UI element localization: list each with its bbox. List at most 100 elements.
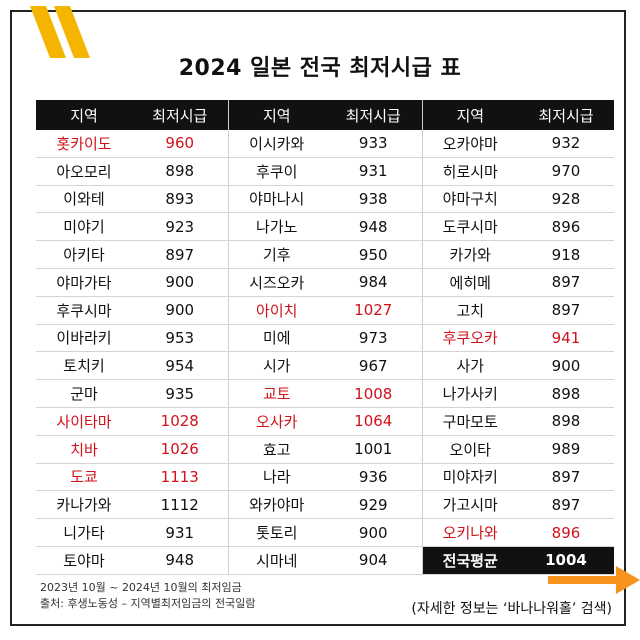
wage-cell: 897 — [518, 296, 614, 325]
region-cell: 히로시마 — [422, 157, 518, 186]
wage-cell: 938 — [325, 185, 423, 214]
wage-cell: 1112 — [132, 490, 229, 520]
wage-cell: 970 — [518, 157, 614, 186]
region-cell: 이시카와 — [228, 130, 325, 158]
table-row: 미야기 923 나가노 948 도쿠시마 896 — [36, 212, 614, 242]
region-cell: 에히메 — [422, 268, 518, 297]
table-body: 홋카이도 960 이시카와 933 오카야마 932 아오모리 898 후쿠이 931 히로시마 97… — [36, 130, 614, 575]
region-cell: 카가와 — [422, 240, 518, 269]
wage-cell: 898 — [132, 157, 229, 186]
region-cell: 시즈오카 — [228, 268, 325, 297]
region-cell: 사가 — [422, 351, 518, 381]
region-cell: 구마모토 — [422, 407, 518, 436]
region-cell: 후쿠이 — [228, 157, 325, 186]
national-average-label: 전국평균 — [422, 546, 518, 575]
region-cell: 이바라키 — [36, 324, 132, 353]
wage-cell: 1027 — [325, 296, 423, 325]
wage-cell: 1113 — [132, 463, 229, 492]
wage-cell: 931 — [325, 157, 423, 186]
region-cell: 와카야마 — [228, 490, 325, 520]
region-cell: 나가사키 — [422, 379, 518, 408]
wage-cell: 897 — [518, 490, 614, 520]
region-cell: 야마가타 — [36, 268, 132, 297]
wage-cell: 928 — [518, 185, 614, 214]
region-cell: 아이치 — [228, 296, 325, 325]
table-row: 아오모리 898 후쿠이 931 히로시마 970 — [36, 157, 614, 186]
region-cell: 치바 — [36, 435, 132, 464]
region-cell: 나라 — [228, 463, 325, 492]
region-cell: 니가타 — [36, 518, 132, 547]
wage-cell: 953 — [132, 324, 229, 353]
wage-cell: 950 — [325, 240, 423, 269]
wage-cell: 936 — [325, 463, 423, 492]
wage-cell: 900 — [325, 518, 423, 547]
wage-cell: 941 — [518, 324, 614, 353]
wage-cell: 900 — [518, 351, 614, 381]
region-cell: 이와테 — [36, 185, 132, 214]
column-header-wage: 최저시급 — [132, 100, 229, 130]
wage-cell: 967 — [325, 351, 423, 381]
region-cell: 후쿠오카 — [422, 324, 518, 353]
wage-cell: 898 — [518, 407, 614, 436]
region-cell: 미야기 — [36, 212, 132, 242]
table-row: 도쿄 1113 나라 936 미야자키 897 — [36, 463, 614, 492]
table-row: 니가타 931 톳토리 900 오키나와 896 — [36, 518, 614, 547]
wage-cell: 900 — [132, 296, 229, 325]
column-header-region: 지역 — [422, 100, 518, 130]
wage-cell: 935 — [132, 379, 229, 408]
region-cell: 아오모리 — [36, 157, 132, 186]
wage-cell: 960 — [132, 130, 229, 158]
region-cell: 미야자키 — [422, 463, 518, 492]
wage-cell: 954 — [132, 351, 229, 381]
wage-cell: 989 — [518, 435, 614, 464]
wage-cell: 923 — [132, 212, 229, 242]
region-cell: 기후 — [228, 240, 325, 269]
region-cell: 효고 — [228, 435, 325, 464]
table-row: 이바라키 953 미에 973 후쿠오카 941 — [36, 324, 614, 353]
wage-cell: 931 — [132, 518, 229, 547]
table-row: 사이타마 1028 오사카 1064 구마모토 898 — [36, 407, 614, 436]
region-cell: 고치 — [422, 296, 518, 325]
wage-cell: 1026 — [132, 435, 229, 464]
region-cell: 오이타 — [422, 435, 518, 464]
table-row: 홋카이도 960 이시카와 933 오카야마 932 — [36, 130, 614, 158]
wage-cell: 1028 — [132, 407, 229, 436]
region-cell: 후쿠시마 — [36, 296, 132, 325]
wage-cell: 1001 — [325, 435, 423, 464]
wage-cell: 948 — [325, 212, 423, 242]
search-hint: (자세한 정보는 ‘바나나워홀’ 검색) — [411, 601, 612, 617]
minimum-wage-table: 지역 최저시급 지역 최저시급 지역 최저시급 홋카이도 960 이시카와 933 오카… — [36, 100, 614, 575]
table-row: 토야마 948 시마네 904 전국평균 1004 — [36, 546, 614, 575]
wage-cell: 897 — [518, 268, 614, 297]
national-average-value: 1004 — [518, 546, 614, 575]
wage-cell: 929 — [325, 490, 423, 520]
region-cell: 오키나와 — [422, 518, 518, 547]
region-cell: 도쿄 — [36, 463, 132, 492]
region-cell: 군마 — [36, 379, 132, 408]
wage-cell: 896 — [518, 518, 614, 547]
column-header-wage: 최저시급 — [518, 100, 614, 130]
region-cell: 오카야마 — [422, 130, 518, 158]
region-cell: 오사카 — [228, 407, 325, 436]
table-row: 치바 1026 효고 1001 오이타 989 — [36, 435, 614, 464]
region-cell: 아키타 — [36, 240, 132, 269]
decorative-stripes-icon — [30, 6, 90, 58]
wage-cell: 1064 — [325, 407, 423, 436]
table-row: 카나가와 1112 와카야마 929 가고시마 897 — [36, 490, 614, 520]
table-row: 이와테 893 야마나시 938 야마구치 928 — [36, 185, 614, 214]
arrow-right-icon — [548, 566, 640, 594]
wage-cell: 893 — [132, 185, 229, 214]
footer-source: 출처: 후생노동성 – 지역별최저임금의 전국일람 — [40, 597, 256, 610]
region-cell: 홋카이도 — [36, 130, 132, 158]
wage-cell: 933 — [325, 130, 423, 158]
region-cell: 토야마 — [36, 546, 132, 575]
region-cell: 야마구치 — [422, 185, 518, 214]
region-cell: 야마나시 — [228, 185, 325, 214]
region-cell: 시마네 — [228, 546, 325, 575]
region-cell: 교토 — [228, 379, 325, 408]
wage-cell: 904 — [325, 546, 423, 575]
table-row: 후쿠시마 900 아이치 1027 고치 897 — [36, 296, 614, 325]
region-cell: 미에 — [228, 324, 325, 353]
wage-cell: 932 — [518, 130, 614, 158]
table-row: 토치키 954 시가 967 사가 900 — [36, 351, 614, 381]
